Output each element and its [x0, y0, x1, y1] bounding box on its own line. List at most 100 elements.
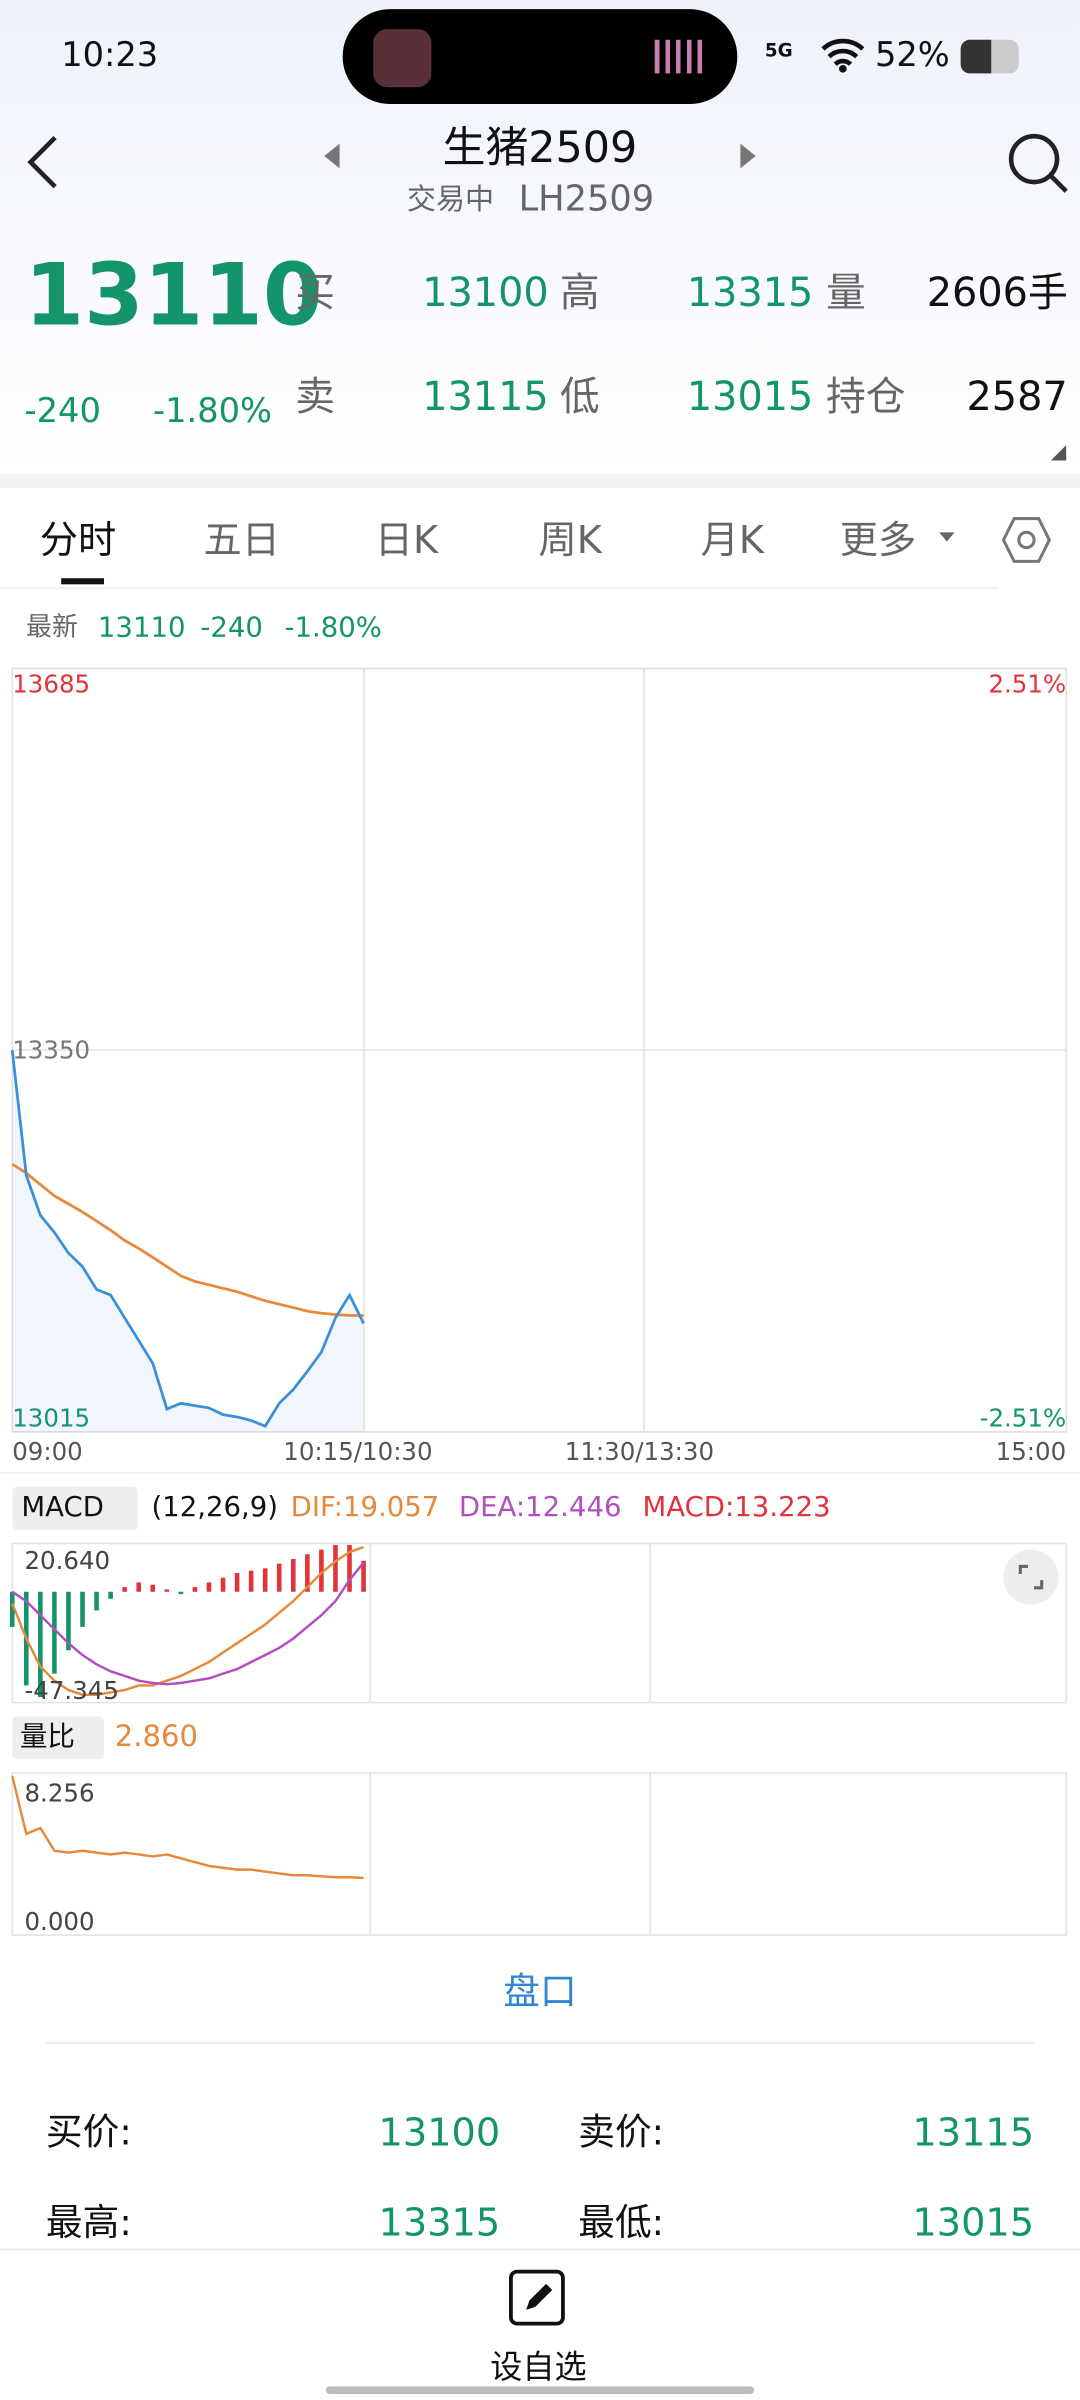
macd-bar: [192, 1587, 198, 1592]
plot-frame: [11, 1772, 1067, 1936]
latest-change: -240: [200, 611, 263, 645]
average-line: [11, 1162, 364, 1317]
macd-bar: [80, 1591, 85, 1627]
macd-bar: [305, 1554, 310, 1592]
macd-bar: [38, 1591, 43, 1698]
latest-label: 最新: [26, 612, 79, 644]
change: -240: [24, 393, 101, 432]
volume-ratio-label[interactable]: 量比: [19, 1720, 75, 1754]
trading-status: 交易中: [406, 182, 495, 217]
dif-line: [11, 1545, 365, 1696]
volume: 2606手: [926, 270, 1068, 317]
indicator-select[interactable]: [12, 1716, 105, 1760]
macd-bar: [136, 1582, 142, 1592]
x-tick-label: 10:15/10:30: [283, 1437, 432, 1466]
macd-bar: [122, 1587, 127, 1592]
row-label: 卖价:: [578, 2110, 665, 2154]
y2-tick-label: -2.51%: [980, 1404, 1067, 1433]
y-tick-label: 13015: [12, 1404, 90, 1433]
tab[interactable]: 周K: [538, 517, 602, 563]
y-tick-label: 13685: [12, 669, 90, 698]
macd-bar: [9, 1591, 15, 1627]
row-value: 13315: [378, 2200, 501, 2245]
macd-bar: [66, 1591, 71, 1651]
row-label: 最低:: [578, 2201, 665, 2245]
tab[interactable]: 月K: [700, 517, 764, 563]
divider: [0, 587, 998, 589]
macd-bar: [234, 1573, 240, 1592]
settings-button[interactable]: [1000, 514, 1052, 566]
macd-bar: [150, 1584, 156, 1592]
dea-line: [11, 1561, 365, 1686]
open-interest: 2587: [966, 374, 1068, 421]
y2-tick-label: 2.51%: [988, 669, 1066, 698]
tab-active[interactable]: 分时: [39, 517, 117, 563]
macd-label[interactable]: MACD: [21, 1491, 104, 1524]
row-value: 13100: [378, 2110, 501, 2155]
row-label: 买价:: [45, 2110, 132, 2154]
row-label: 最高:: [45, 2201, 132, 2245]
title: 生猪2509: [442, 122, 638, 173]
x-tick-label: 15:00: [996, 1437, 1067, 1466]
bid-label: 买: [295, 270, 336, 317]
macd-bar: [333, 1544, 338, 1592]
price-line: [10, 1049, 365, 1428]
tab-more[interactable]: 更多: [839, 517, 917, 563]
back-button[interactable]: [21, 132, 67, 193]
row-value: 13015: [912, 2200, 1035, 2245]
dropdown-arrow: [939, 532, 955, 542]
fullscreen-button[interactable]: [1003, 1549, 1059, 1605]
y-tick-label: 13350: [12, 1036, 90, 1065]
dea-label: DEA:12.446: [458, 1491, 622, 1524]
search-button[interactable]: [1003, 128, 1070, 195]
dynamic-island: [342, 9, 738, 105]
tab[interactable]: 日K: [374, 517, 439, 563]
macd-params: (12,26,9): [151, 1491, 279, 1524]
latest-change-pct: -1.80%: [284, 611, 382, 645]
battery: 52%: [874, 36, 950, 75]
last-price: 13110: [24, 246, 323, 346]
macd-bar: [319, 1549, 324, 1592]
wifi-icon: [821, 38, 865, 73]
volume-ratio-value: 2.860: [114, 1720, 198, 1754]
divider: [45, 2042, 1035, 2044]
bid: 13100: [422, 270, 549, 317]
latest-price: 13110: [97, 611, 186, 645]
indicator-select[interactable]: [12, 1486, 138, 1530]
x-tick-label: 09:00: [12, 1437, 83, 1466]
separator: [0, 474, 1080, 488]
watchlist-button[interactable]: 设自选: [490, 2348, 587, 2386]
order-book-title[interactable]: 盘口: [503, 1970, 577, 2014]
tab[interactable]: 五日: [203, 517, 280, 563]
macd-bar: [52, 1591, 57, 1674]
y-tick-label: 20.640: [24, 1546, 110, 1575]
low: 13015: [686, 374, 814, 421]
macd-bar: [276, 1563, 282, 1592]
volume-label: 量: [826, 270, 866, 317]
tab-underline: [61, 578, 105, 585]
change-pct: -1.80%: [152, 393, 273, 432]
macd-bar: [178, 1591, 184, 1595]
volume-ratio-line: [11, 1775, 364, 1880]
macd-bar: [248, 1570, 254, 1592]
macd-bar: [220, 1577, 226, 1592]
time: 10:23: [61, 36, 159, 75]
battery-icon: [960, 39, 1019, 74]
y-tick-label: 0.000: [24, 1907, 94, 1936]
dif-label: DIF:19.057: [290, 1491, 440, 1524]
network: 5G: [764, 39, 793, 62]
expand-corner[interactable]: [1049, 444, 1067, 462]
ask-label: 卖: [295, 374, 336, 421]
watchlist-icon[interactable]: [508, 2269, 569, 2330]
high-label: 高: [559, 270, 600, 317]
macd-bar: [206, 1582, 212, 1592]
price-area: [12, 1050, 364, 1432]
ask: 13115: [422, 374, 549, 421]
open-interest-label: 持仓: [826, 374, 906, 421]
x-tick-label: 11:30/13:30: [565, 1437, 714, 1466]
low-label: 低: [559, 374, 600, 421]
macd-bar: [290, 1559, 296, 1592]
